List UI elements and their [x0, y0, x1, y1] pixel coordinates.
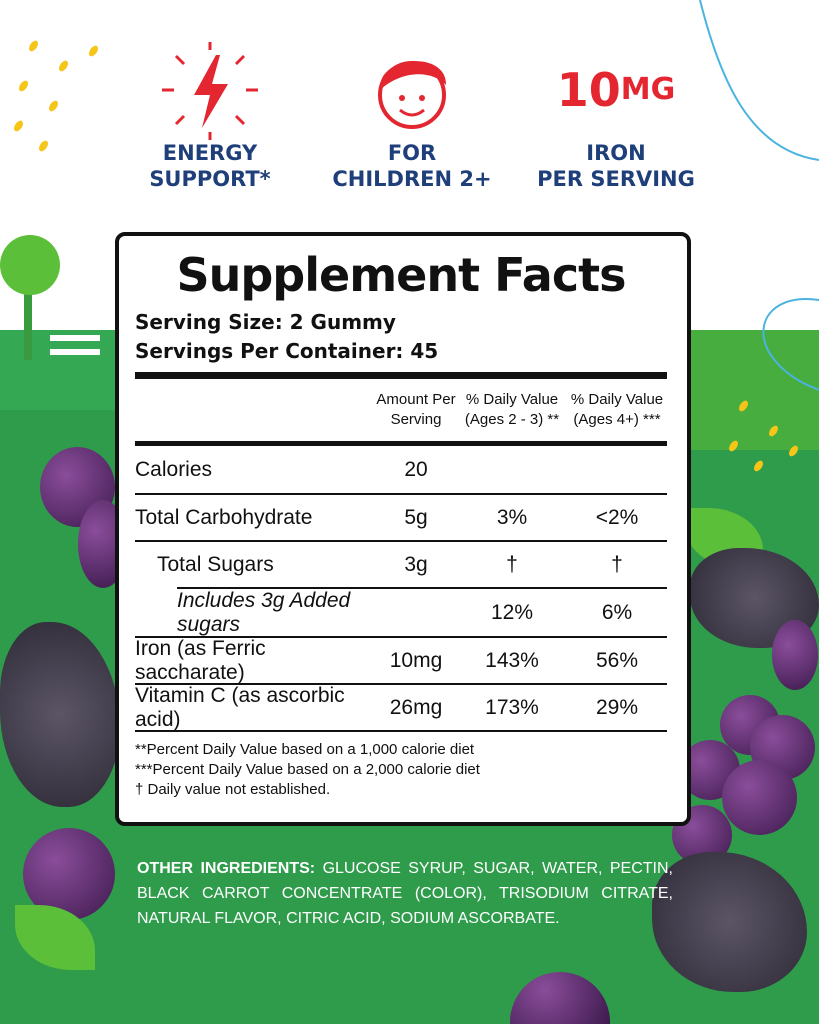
amount: 20 — [404, 457, 428, 481]
iron-amount: 10 MG — [526, 40, 706, 140]
table-row: Total Sugars 3g † † — [135, 540, 667, 587]
table-row: Iron (as Ferric saccharate) 10mg 143% 56% — [135, 636, 667, 684]
gummy-image — [0, 622, 120, 807]
dv-ages-2-3: 12% — [490, 600, 534, 624]
other-ingredients: OTHER INGREDIENTS: GLUCOSE SYRUP, SUGAR,… — [137, 856, 673, 931]
header-amount: Amount Per — [376, 391, 456, 408]
decorative-dot — [27, 39, 40, 53]
supplement-facts-panel: Supplement Facts Serving Size: 2 Gummy S… — [115, 232, 691, 826]
feature-label: FOR — [387, 141, 437, 165]
nutrient-name: Total Sugars — [157, 552, 274, 576]
grape-image — [722, 760, 797, 835]
child-face-icon — [322, 40, 502, 140]
header-dv1: % Daily Value — [465, 391, 559, 408]
nutrient-name: Vitamin C (as ascorbic acid) — [135, 683, 345, 731]
iron-unit: MG — [620, 72, 676, 107]
decorative-dot — [12, 119, 25, 133]
table-row: Calories 20 — [135, 446, 667, 493]
divider — [177, 587, 667, 589]
label-title: Supplement Facts — [176, 248, 627, 302]
header-amount: Serving — [390, 411, 442, 428]
nutrient-table: Calories 20 Total Carbohydrate 5g 3% <2% Total… — [135, 446, 667, 731]
divider — [135, 372, 667, 379]
serving-size: Serving Size: 2 Gummy — [135, 310, 396, 334]
feature-label: CHILDREN 2+ — [332, 167, 492, 191]
table-row: Includes 3g Added sugars 12% 6% — [135, 589, 667, 636]
dv-ages-4: 56% — [595, 648, 639, 672]
divider — [135, 441, 667, 446]
dv-ages-2-3: 173% — [485, 695, 539, 719]
footnote: **Percent Daily Value based on a 1,000 c… — [135, 741, 475, 758]
dv-ages-4: 6% — [601, 600, 633, 624]
feature-energy: ENERGY SUPPORT* — [120, 40, 300, 192]
amount: 3g — [404, 552, 428, 576]
tree-icon — [0, 235, 100, 360]
decorative-dot — [57, 59, 70, 73]
decorative-line — [699, 0, 819, 391]
header-dv2: (Ages 4+) *** — [573, 411, 661, 428]
dv-ages-2-3: 143% — [485, 648, 539, 672]
decorative-dot — [47, 99, 60, 113]
nutrient-name: Iron (as Ferric saccharate) — [135, 636, 266, 684]
dv-ages-2-3: † — [506, 552, 518, 576]
nutrient-name: Includes 3g Added sugars — [177, 588, 351, 636]
ingredients-text: GLUCOSE SYRUP, SUGAR, WATER, PECTIN, BLA… — [137, 860, 673, 927]
feature-iron: 10 MG IRON PER SERVING — [526, 40, 706, 192]
nutrient-name: Calories — [135, 457, 213, 481]
feature-label: ENERGY — [162, 141, 258, 165]
amount: 26mg — [389, 695, 443, 719]
servings-per-container: Servings Per Container: 45 — [135, 339, 439, 363]
table-row: Vitamin C (as ascorbic acid) 26mg 173% 29% — [135, 683, 667, 731]
gummy-image — [652, 852, 807, 992]
decorative-dot — [87, 44, 100, 58]
nutrient-name: Total Carbohydrate — [135, 505, 313, 529]
decorative-dot — [17, 79, 30, 93]
lightning-icon — [120, 40, 300, 140]
dv-ages-4: <2% — [595, 505, 639, 529]
feature-children: FOR CHILDREN 2+ — [322, 40, 502, 192]
dv-ages-4: 29% — [595, 695, 639, 719]
decorative-dot — [37, 139, 50, 153]
header-dv2: % Daily Value — [570, 391, 664, 408]
grape-image — [23, 828, 115, 920]
feature-label: PER SERVING — [537, 167, 695, 191]
dv-ages-4: † — [611, 552, 623, 576]
grape-image — [772, 620, 818, 690]
header-dv1: (Ages 2 - 3) ** — [464, 411, 560, 428]
amount: 10mg — [389, 648, 443, 672]
feature-label: IRON — [586, 141, 646, 165]
footnote: † Daily value not established. — [135, 781, 331, 798]
table-row: Total Carbohydrate 5g 3% <2% — [135, 493, 667, 540]
ingredients-heading: OTHER INGREDIENTS: — [137, 860, 316, 877]
footnotes: **Percent Daily Value based on a 1,000 c… — [135, 730, 667, 800]
footnote: ***Percent Daily Value based on a 2,000 … — [135, 761, 480, 778]
iron-value: 10 — [556, 63, 621, 117]
dv-ages-2-3: 3% — [496, 505, 528, 529]
amount: 5g — [404, 505, 428, 529]
feature-label: SUPPORT* — [149, 167, 271, 191]
table-header: Amount Per Serving % Daily Value (Ages 2 -… — [135, 379, 667, 441]
